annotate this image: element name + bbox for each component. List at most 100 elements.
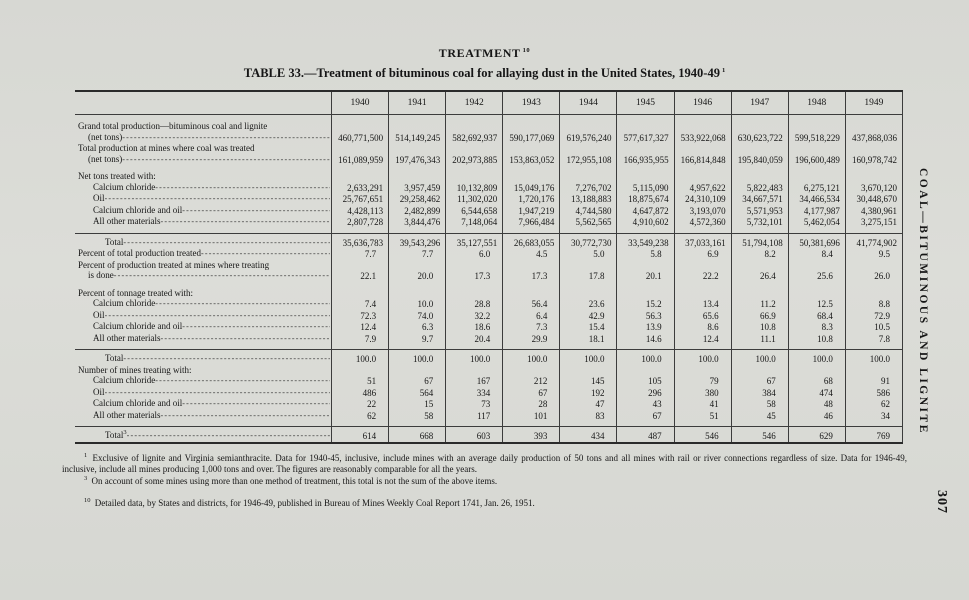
row-label: Percent of tonnage treated with:: [78, 287, 193, 298]
table-row: Percent of production treated at mines w…: [75, 259, 903, 282]
value-cell: 4,572,360: [673, 216, 732, 233]
value-cell: 5.0: [559, 248, 617, 260]
table-row: All other materials7.99.720.429.918.114.…: [75, 332, 903, 350]
value-cell: 26.4: [730, 259, 789, 282]
value-cell: 29.9: [502, 332, 560, 350]
value-cell: 22: [330, 398, 389, 410]
value-cell: 20.1: [616, 259, 675, 282]
value-cell: 105: [616, 375, 675, 387]
value-cell: 72.9: [844, 309, 903, 321]
value-cell: 68.4: [787, 309, 846, 321]
footnotes: 1 Exclusive of lignite and Virginia semi…: [62, 451, 907, 510]
page-number-text: 307: [934, 490, 949, 514]
row-label: Grand total production—bituminous coal a…: [75, 115, 332, 144]
value-cell: 26,683,055: [502, 232, 560, 248]
value-cell: 7,276,702: [559, 181, 617, 193]
value-cell: 603: [445, 426, 503, 443]
table-row: Calcium chloride and oil2215732847434158…: [75, 398, 903, 410]
value-cell: 533,922,068: [673, 114, 732, 143]
value-cell: 66.9: [730, 309, 789, 321]
value-cell: 1,947,219: [502, 204, 560, 216]
value-cell: [445, 165, 503, 182]
value-cell: 172,955,108: [559, 143, 617, 165]
section-header-row: Net tons treated with:: [75, 165, 903, 182]
value-cell: 100.0: [616, 349, 675, 365]
value-cell: 9.5: [844, 248, 903, 260]
value-cell: 25.6: [787, 259, 846, 282]
value-cell: 6.3: [388, 321, 446, 333]
value-cell: 100.0: [787, 349, 846, 365]
value-cell: 10.0: [388, 298, 446, 310]
value-cell: 384: [730, 386, 789, 398]
table-row: All other materials625811710183675145463…: [75, 409, 903, 427]
row-label: All other materials: [75, 216, 332, 233]
row-label: Total3: [75, 426, 332, 443]
table-row: Calcium chloride and oil12.46.318.67.315…: [75, 321, 903, 333]
value-cell: 153,863,052: [502, 143, 560, 165]
value-cell: 5.8: [616, 248, 675, 260]
value-cell: [616, 364, 675, 375]
value-cell: 35,636,783: [330, 232, 389, 248]
value-cell: 5,115,090: [616, 181, 675, 193]
value-cell: 4,744,580: [559, 204, 617, 216]
value-cell: 6.4: [502, 309, 560, 321]
value-cell: [787, 165, 846, 182]
table-row: Calcium chloride516716721214510579676891: [75, 375, 903, 387]
value-cell: 197,476,343: [388, 143, 446, 165]
value-cell: 614: [330, 426, 389, 443]
table-row: Oil25,767,65129,258,46211,302,0201,720,1…: [75, 193, 903, 205]
value-cell: 7,966,484: [502, 216, 560, 233]
value-cell: 1,720,176: [502, 193, 560, 205]
value-cell: 7.3: [502, 321, 560, 333]
value-cell: 3,193,070: [673, 204, 732, 216]
table-row: Total production at mines where coal was…: [75, 143, 903, 165]
table-row: Calcium chloride7.410.028.856.423.615.21…: [75, 298, 903, 310]
row-label: Calcium chloride: [75, 298, 332, 310]
row-label: Total: [75, 349, 332, 365]
footnote: 10 Detailed data, by States and district…: [84, 497, 535, 508]
year-column-header: 1949: [844, 91, 903, 115]
value-cell: 29,258,462: [388, 193, 446, 205]
value-cell: [502, 165, 560, 182]
value-cell: [844, 165, 903, 182]
value-cell: 10,132,809: [445, 181, 503, 193]
value-cell: [844, 281, 903, 298]
value-cell: 50,381,696: [787, 232, 846, 248]
value-cell: 514,149,245: [388, 114, 446, 143]
value-cell: 58: [388, 409, 446, 427]
value-cell: [673, 165, 732, 182]
dot-leader: [122, 154, 330, 166]
value-cell: 8.8: [844, 298, 903, 310]
value-cell: 8.4: [787, 248, 846, 260]
value-cell: 769: [844, 426, 903, 443]
value-cell: 18,875,674: [616, 193, 675, 205]
value-cell: 296: [616, 386, 675, 398]
value-cell: 4,177,987: [787, 204, 846, 216]
row-label: Oil: [75, 310, 332, 322]
value-cell: 393: [502, 426, 560, 443]
value-cell: 2,807,728: [330, 216, 389, 233]
dot-leader: [155, 298, 330, 310]
value-cell: 10.5: [844, 321, 903, 333]
value-cell: [787, 364, 846, 375]
value-cell: 47: [559, 398, 617, 410]
footnote: 1 Exclusive of lignite and Virginia semi…: [62, 451, 907, 474]
value-cell: [673, 364, 732, 375]
value-cell: 6.9: [673, 248, 732, 260]
value-cell: 28.8: [445, 298, 503, 310]
section-header-row: Percent of tonnage treated with:: [75, 281, 903, 298]
value-cell: 41: [673, 398, 732, 410]
value-cell: [502, 364, 560, 375]
value-cell: [330, 281, 389, 298]
value-cell: 3,844,476: [388, 216, 446, 233]
value-cell: 4,647,872: [616, 204, 675, 216]
value-cell: 101: [502, 409, 560, 427]
row-label: Percent of total production treated: [75, 248, 332, 260]
dot-leader: [105, 310, 330, 322]
table-row: All other materials2,807,7283,844,4767,1…: [75, 216, 903, 233]
row-label: Net tons treated with:: [78, 171, 156, 181]
row-label-column-header: [75, 91, 332, 115]
table-row: Total35,636,78339,543,29635,127,55126,68…: [75, 232, 903, 248]
row-label: Oil: [75, 193, 332, 205]
value-cell: 100.0: [673, 349, 732, 365]
